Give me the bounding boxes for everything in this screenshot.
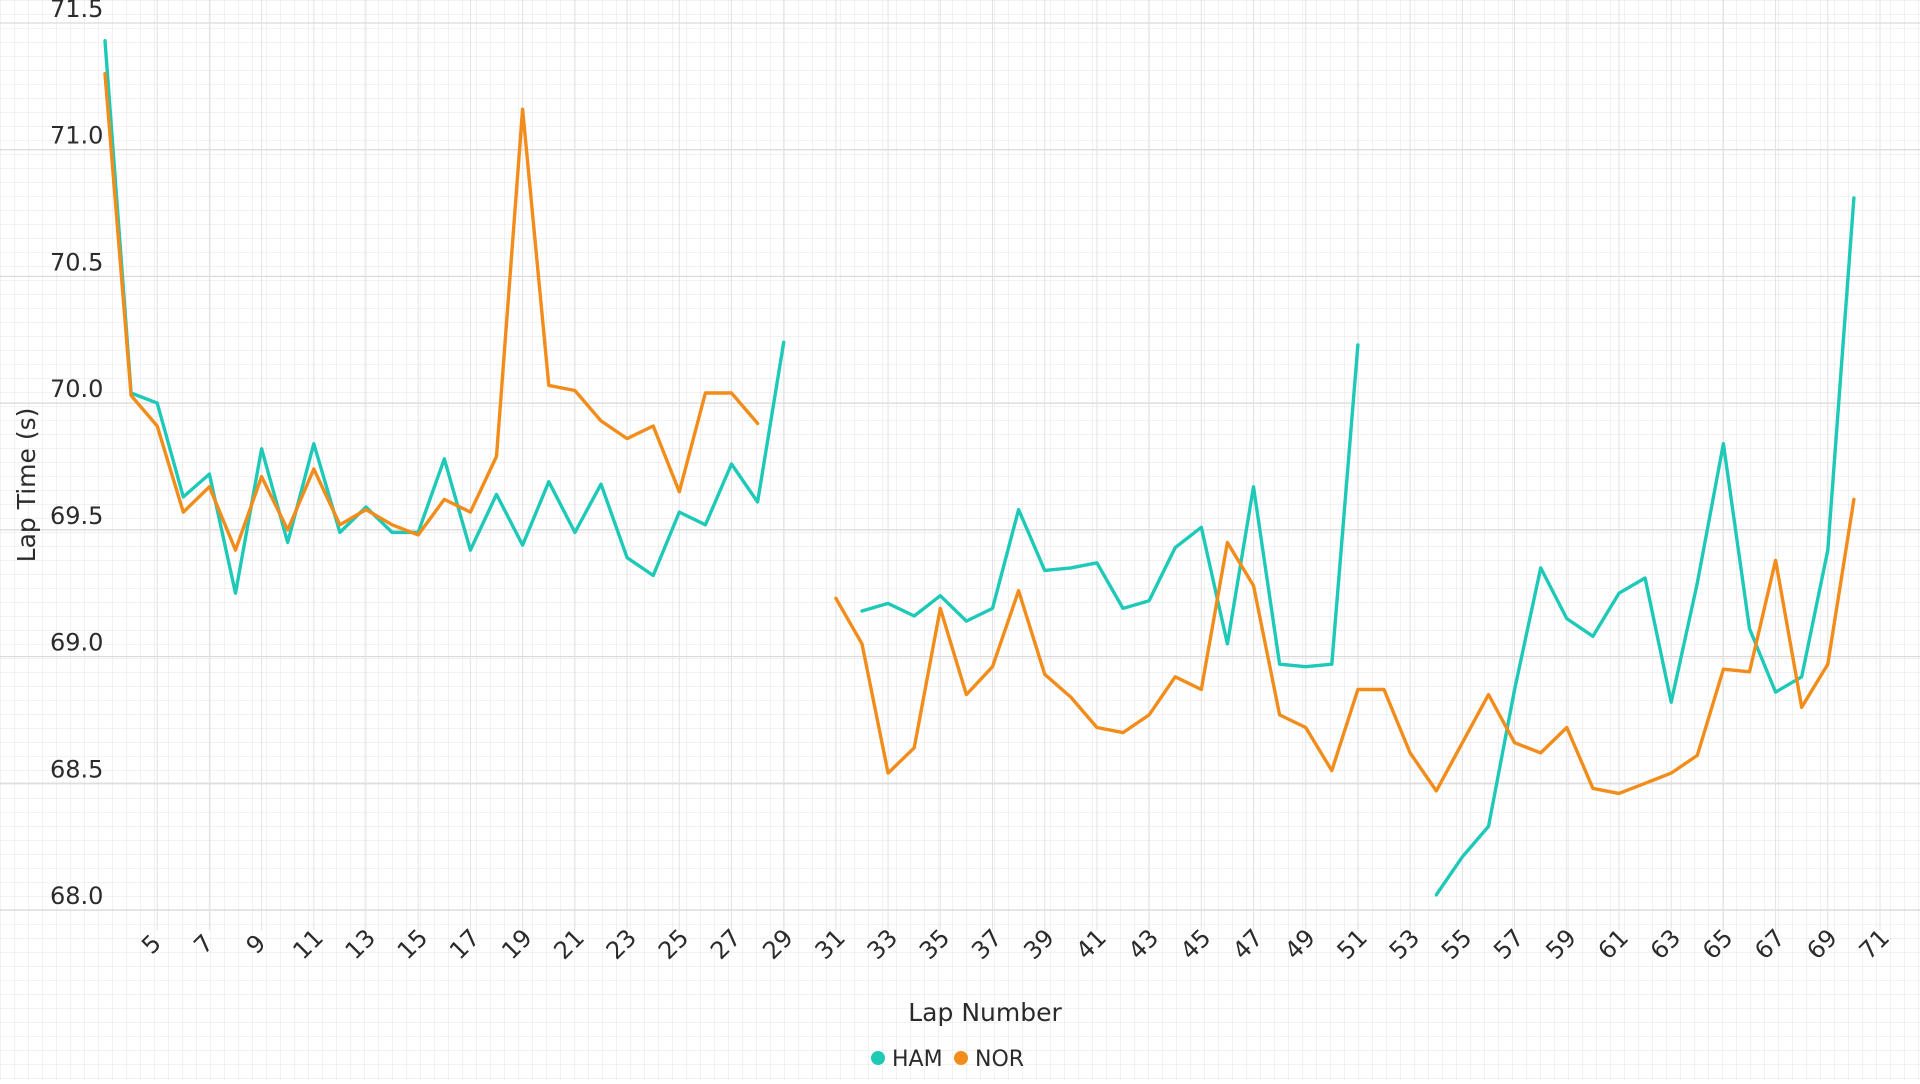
y-axis-title: Lap Time (s) <box>12 408 41 563</box>
x-tick-label: 39 <box>1018 924 1059 965</box>
x-tick-label: 43 <box>1123 924 1164 965</box>
y-tick-label: 69.0 <box>50 629 103 657</box>
x-tick-label: 25 <box>653 924 694 965</box>
x-tick-label: 57 <box>1488 924 1529 965</box>
x-tick-label: 21 <box>548 924 589 965</box>
x-tick-label: 5 <box>136 929 167 960</box>
x-tick-label: 7 <box>188 929 219 960</box>
x-tick-label: 49 <box>1279 924 1320 965</box>
y-tick-label: 70.5 <box>50 248 103 276</box>
x-tick-label: 31 <box>810 924 851 965</box>
legend-label-nor: NOR <box>975 1047 1024 1072</box>
legend-marker-ham <box>871 1051 885 1065</box>
x-tick-label: 63 <box>1645 924 1686 965</box>
y-tick-label: 68.0 <box>50 882 103 910</box>
x-axis-title: Lap Number <box>908 998 1062 1027</box>
x-tick-label: 29 <box>757 924 798 965</box>
y-axis-ticks: 68.0 68.5 69.0 69.5 70.0 70.5 71.0 71.5 <box>50 0 103 910</box>
y-tick-label: 69.5 <box>50 502 103 530</box>
x-tick-label: 47 <box>1227 924 1268 965</box>
x-tick-label: 15 <box>392 924 433 965</box>
x-tick-label: 67 <box>1749 924 1790 965</box>
x-tick-label: 53 <box>1384 924 1425 965</box>
y-tick-label: 71.0 <box>50 122 103 150</box>
x-tick-label: 35 <box>914 924 955 965</box>
grid-lines <box>0 0 1920 930</box>
legend-marker-nor <box>954 1051 968 1065</box>
x-tick-label: 11 <box>287 924 328 965</box>
x-tick-label: 69 <box>1801 924 1842 965</box>
legend-label-ham: HAM <box>892 1047 943 1072</box>
x-tick-label: 37 <box>966 924 1007 965</box>
series-line-nor <box>103 72 1856 796</box>
x-tick-label: 17 <box>444 924 485 965</box>
series-line-ham <box>103 39 1856 897</box>
x-tick-label: 65 <box>1697 924 1738 965</box>
x-tick-label: 13 <box>340 924 381 965</box>
x-tick-label: 27 <box>705 924 746 965</box>
y-tick-label: 70.0 <box>50 375 103 403</box>
y-tick-label: 71.5 <box>50 0 103 23</box>
x-tick-label: 59 <box>1540 924 1581 965</box>
series-lines <box>103 39 1856 897</box>
x-tick-label: 71 <box>1854 924 1895 965</box>
x-tick-label: 23 <box>601 924 642 965</box>
x-axis-ticks: 5 7 9 11 13 15 17 19 21 23 25 27 29 31 33 35 37 39 41 43 45 4… <box>136 924 1895 965</box>
y-tick-label: 68.5 <box>50 755 103 783</box>
legend: HAM NOR <box>871 1047 1024 1072</box>
x-tick-label: 19 <box>496 924 537 965</box>
x-tick-label: 9 <box>241 929 272 960</box>
x-tick-label: 33 <box>862 924 903 965</box>
x-tick-label: 45 <box>1175 924 1216 965</box>
x-tick-label: 41 <box>1071 924 1112 965</box>
x-tick-label: 51 <box>1332 924 1373 965</box>
x-tick-label: 55 <box>1436 924 1477 965</box>
x-tick-label: 61 <box>1593 924 1634 965</box>
